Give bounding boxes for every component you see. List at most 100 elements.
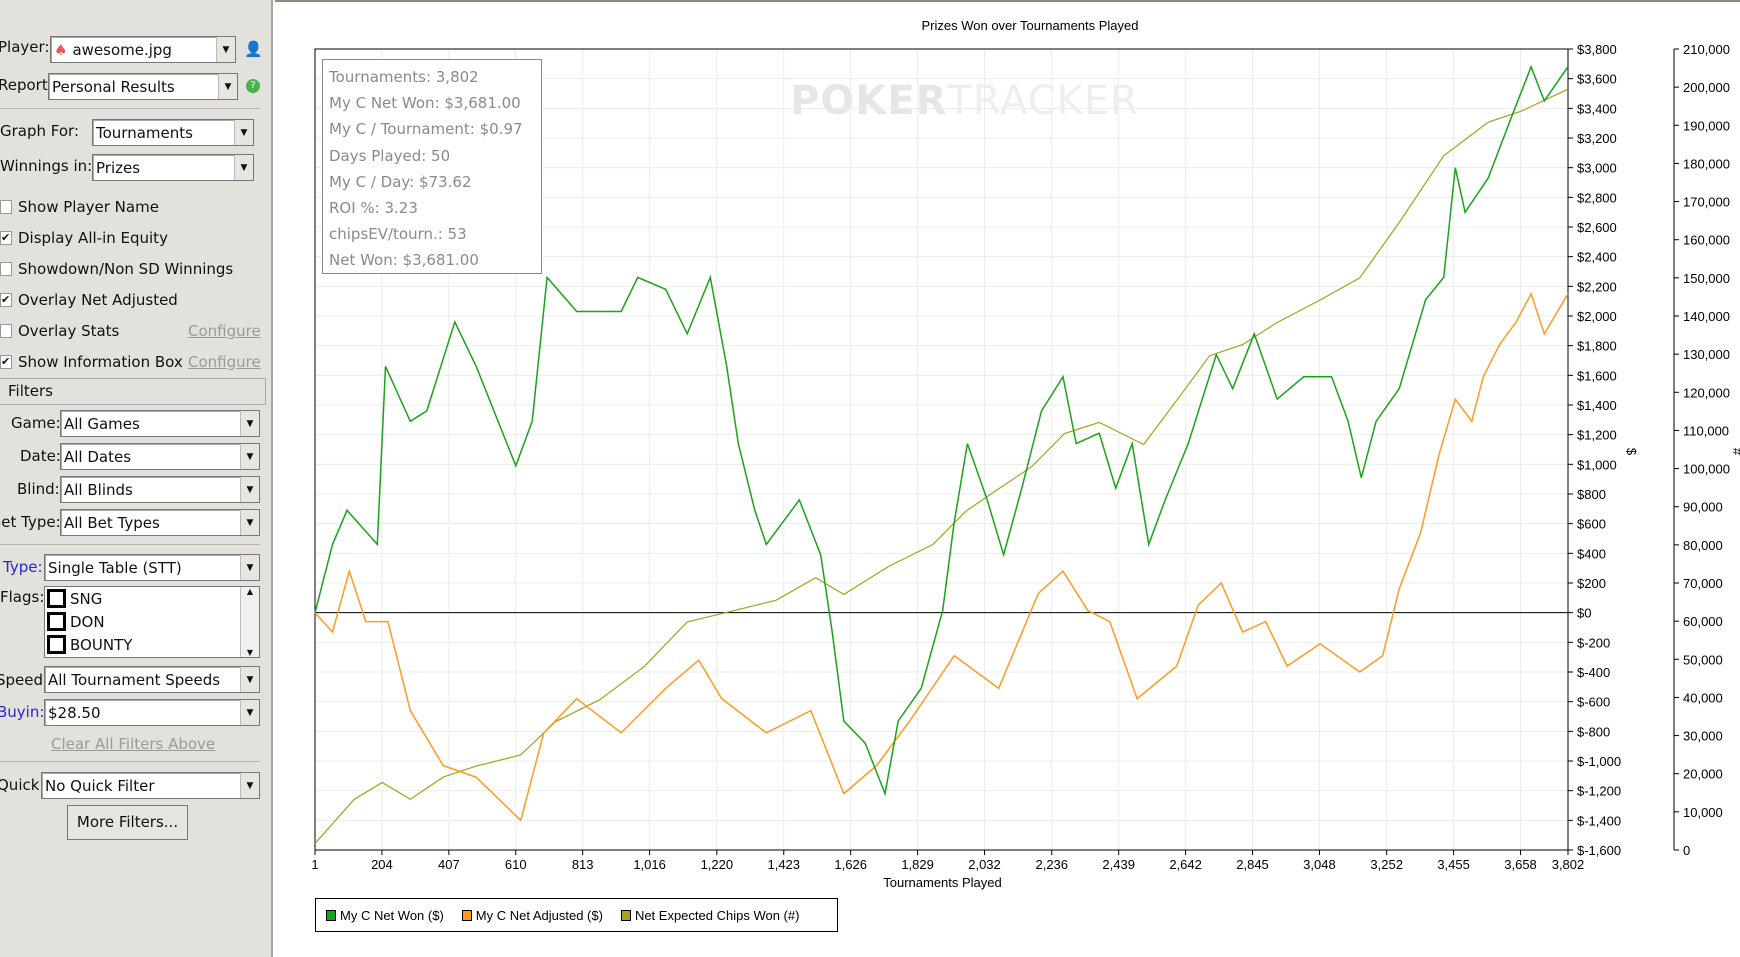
- chevron-down-icon: ▼: [234, 120, 253, 145]
- y-tick-label: $2,400: [1577, 250, 1617, 265]
- date-value: All Dates: [64, 447, 132, 466]
- type-value: Single Table (STT): [48, 558, 182, 577]
- overlay-net-adjusted-checkbox[interactable]: ✔ Overlay Net Adjusted: [0, 291, 178, 309]
- y2-tick-label: 190,000: [1683, 118, 1730, 133]
- flag-label: DON: [70, 612, 105, 631]
- y-tick-label: $3,800: [1577, 42, 1617, 57]
- bet-type-label: Bet Type:: [0, 513, 61, 531]
- checkbox-box[interactable]: [0, 262, 12, 276]
- x-tick-label: 1,626: [834, 857, 867, 872]
- x-tick-label: 3,048: [1303, 857, 1336, 872]
- y2-axis-title: #: [1730, 448, 1740, 455]
- flag-bounty[interactable]: BOUNTY: [47, 635, 132, 654]
- user-icon[interactable]: 👤: [244, 40, 263, 58]
- legend-item[interactable]: My C Net Adjusted ($): [461, 908, 603, 923]
- clear-filters-link[interactable]: Clear All Filters Above: [51, 735, 216, 753]
- legend-item[interactable]: Net Expected Chips Won (#): [620, 908, 799, 923]
- flag-don[interactable]: DON: [47, 612, 105, 631]
- game-label: Game:: [11, 414, 61, 432]
- showdown-winnings-checkbox[interactable]: Showdown/Non SD Winnings: [0, 260, 233, 278]
- y2-tick-label: 10,000: [1683, 805, 1723, 820]
- winnings-select[interactable]: Prizes ▼: [92, 154, 254, 181]
- flags-label: Flags:: [0, 588, 45, 606]
- help-icon[interactable]: ?: [246, 79, 260, 93]
- y-tick-label: $3,400: [1577, 101, 1617, 116]
- speed-select[interactable]: All Tournament Speeds ▼: [44, 666, 260, 693]
- speed-label: Speed:: [0, 671, 49, 689]
- checkbox-box[interactable]: [47, 589, 66, 608]
- show-player-name-checkbox[interactable]: Show Player Name: [0, 198, 159, 216]
- checkbox-box[interactable]: [0, 200, 12, 214]
- y-tick-label: $1,200: [1577, 428, 1617, 443]
- y-tick-label: $-1,000: [1577, 754, 1621, 769]
- y-tick-label: $2,000: [1577, 309, 1617, 324]
- flag-sng[interactable]: SNG: [47, 589, 102, 608]
- info-roi: ROI %: 3.23: [329, 199, 418, 218]
- checkbox-label: Showdown/Non SD Winnings: [18, 260, 234, 278]
- y2-tick-label: 50,000: [1683, 652, 1723, 667]
- checkbox-box[interactable]: [47, 612, 66, 631]
- y-tick-label: $200: [1577, 576, 1606, 591]
- buyin-select[interactable]: $28.50 ▼: [44, 699, 260, 726]
- bet-type-select[interactable]: All Bet Types ▼: [60, 509, 260, 536]
- spade-icon: ♠: [54, 40, 68, 59]
- info-net-won: Net Won: $3,681.00: [329, 251, 479, 270]
- flags-list[interactable]: SNG DON BOUNTY ▲ ▼: [44, 586, 260, 658]
- y2-tick-label: 160,000: [1683, 233, 1730, 248]
- x-tick-label: 2,236: [1035, 857, 1068, 872]
- player-select[interactable]: ♠ awesome.jpg ▼: [50, 36, 236, 63]
- scroll-up-icon[interactable]: ▲: [246, 587, 254, 596]
- y-tick-label: $600: [1577, 517, 1606, 532]
- x-tick-label: 3,252: [1370, 857, 1403, 872]
- filters-header[interactable]: Filters: [0, 378, 266, 405]
- quick-value: No Quick Filter: [45, 776, 155, 795]
- checkbox-box[interactable]: [47, 635, 66, 654]
- scroll-down-icon[interactable]: ▼: [246, 648, 254, 657]
- flag-label: BOUNTY: [70, 635, 133, 654]
- flags-scrollbar[interactable]: ▲ ▼: [240, 587, 259, 657]
- blind-value: All Blinds: [64, 480, 133, 499]
- type-label: Type:: [3, 558, 43, 576]
- info-tournaments: Tournaments: 3,802: [329, 68, 479, 86]
- report-select[interactable]: Personal Results ▼: [48, 73, 238, 100]
- display-allin-equity-checkbox[interactable]: ✔ Display All-in Equity: [0, 229, 168, 247]
- flag-label: SNG: [70, 589, 103, 608]
- series-line-my-c-net-won-: [314, 64, 1569, 797]
- checkbox-label: Display All-in Equity: [18, 229, 168, 247]
- legend-item[interactable]: My C Net Won ($): [326, 908, 444, 923]
- checkbox-box[interactable]: [0, 324, 12, 338]
- configure-stats-link[interactable]: Configure: [188, 322, 261, 340]
- chevron-down-icon: ▼: [218, 74, 237, 99]
- overlay-stats-checkbox[interactable]: Overlay Stats: [0, 322, 119, 340]
- legend-swatch: [620, 909, 631, 921]
- y2-tick-label: 110,000: [1683, 423, 1729, 438]
- y-tick-label: $3,200: [1577, 131, 1617, 146]
- date-select[interactable]: All Dates ▼: [60, 443, 260, 470]
- checkbox-box-checked[interactable]: ✔: [0, 293, 12, 307]
- player-value: awesome.jpg: [72, 40, 172, 59]
- x-tick-label: 204: [371, 857, 393, 872]
- legend-swatch: [461, 909, 472, 921]
- show-info-box-checkbox[interactable]: ✔ Show Information Box: [0, 353, 183, 371]
- configure-info-box-link[interactable]: Configure: [188, 353, 261, 371]
- y-tick-label: $-400: [1577, 665, 1610, 680]
- y-tick-label: $1,800: [1577, 339, 1617, 354]
- x-tick-label: 407: [438, 857, 460, 872]
- game-select[interactable]: All Games ▼: [60, 410, 260, 437]
- x-axis-title: Tournaments Played: [883, 875, 1002, 890]
- chevron-down-icon: ▼: [240, 477, 259, 502]
- legend-label: My C Net Won ($): [340, 907, 444, 923]
- y-tick-label: $800: [1577, 487, 1606, 502]
- y-tick-label: $2,600: [1577, 220, 1617, 235]
- date-label: Date:: [20, 447, 61, 465]
- type-select[interactable]: Single Table (STT) ▼: [44, 554, 260, 581]
- chart-legend: My C Net Won ($) My C Net Adjusted ($) N…: [315, 898, 838, 932]
- legend-swatch: [326, 909, 336, 921]
- checkbox-box-checked[interactable]: ✔: [0, 231, 12, 245]
- graph-for-select[interactable]: Tournaments ▼: [92, 119, 254, 146]
- more-filters-button[interactable]: More Filters...: [67, 805, 188, 840]
- y2-tick-label: 140,000: [1683, 309, 1730, 324]
- blind-select[interactable]: All Blinds ▼: [60, 476, 260, 503]
- quick-filter-select[interactable]: No Quick Filter ▼: [41, 772, 260, 799]
- checkbox-box-checked[interactable]: ✔: [0, 355, 12, 369]
